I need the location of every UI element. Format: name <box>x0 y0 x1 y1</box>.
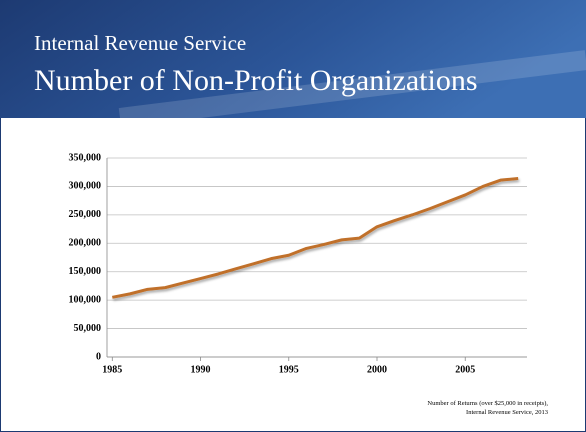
y-tick-label: 150,000 <box>69 266 102 277</box>
x-tick-label: 2000 <box>367 364 387 375</box>
x-tick-label: 2005 <box>455 364 475 375</box>
source: Number of Returns (over $25,000 in recei… <box>427 400 548 407</box>
chart-title: Number of Non-Profit Organizations <box>34 64 478 97</box>
x-tick-label: 1985 <box>102 364 122 375</box>
x-tick-label: 1995 <box>279 364 299 375</box>
x-tick-label: 1990 <box>191 364 211 375</box>
header-swoosh <box>118 50 586 128</box>
y-tick-label: 200,000 <box>69 238 102 249</box>
source: Internal Revenue Service, 2013 <box>466 409 548 416</box>
y-tick-label: 100,000 <box>69 294 102 305</box>
header: Internal Revenue Service <box>34 31 246 55</box>
y-tick-label: 50,000 <box>74 323 102 334</box>
line-series <box>112 176 519 299</box>
y-tick-label: 300,000 <box>69 181 102 192</box>
y-tick-label: 0 <box>96 351 101 362</box>
y-tick-label: 250,000 <box>69 209 102 220</box>
y-tick-label: 350,000 <box>69 152 102 163</box>
header-band <box>0 0 586 118</box>
